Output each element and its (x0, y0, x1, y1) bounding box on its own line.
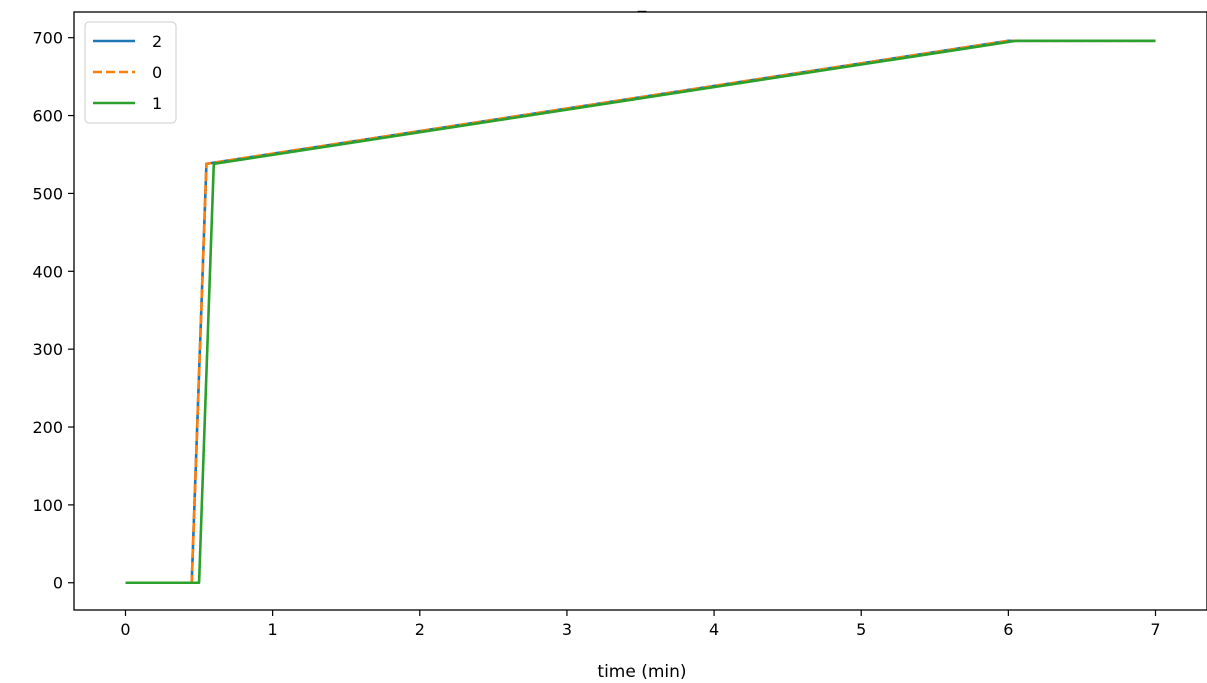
x-tick-label: 5 (856, 620, 866, 639)
x-axis: 0 1 2 3 4 5 6 7 (120, 610, 1161, 639)
x-tick-label: 2 (415, 620, 425, 639)
series-layer (125, 39, 1156, 585)
y-tick-label: 700 (32, 29, 63, 48)
y-tick-label: 300 (32, 340, 63, 359)
plot-frame (73, 11, 1207, 611)
legend-label: 0 (152, 63, 162, 82)
series-line-0 (125, 39, 1156, 585)
y-axis: 0 100 200 300 400 500 600 700 (32, 29, 74, 593)
x-tick-label: 7 (1150, 620, 1160, 639)
y-tick-label: 100 (32, 496, 63, 515)
x-tick-label: 4 (709, 620, 719, 639)
series-line-1 (125, 39, 1156, 585)
x-tick-label: 0 (120, 620, 130, 639)
y-tick-label: 600 (32, 107, 63, 126)
x-tick-label: 1 (268, 620, 278, 639)
y-tick-label: 400 (32, 262, 63, 281)
series-line-2 (125, 39, 1156, 585)
x-axis-label: time (min) (597, 662, 686, 682)
y-tick-label: 0 (53, 574, 63, 593)
y-tick-label: 500 (32, 184, 63, 203)
legend-label: 1 (152, 94, 162, 113)
legend-box (84, 21, 177, 124)
chart-title: _ (637, 0, 647, 13)
x-tick-label: 3 (562, 620, 572, 639)
y-tick-label: 200 (32, 418, 63, 437)
x-tick-label: 6 (1003, 620, 1013, 639)
legend: 2 0 1 (84, 21, 177, 124)
legend-label: 2 (152, 32, 162, 51)
